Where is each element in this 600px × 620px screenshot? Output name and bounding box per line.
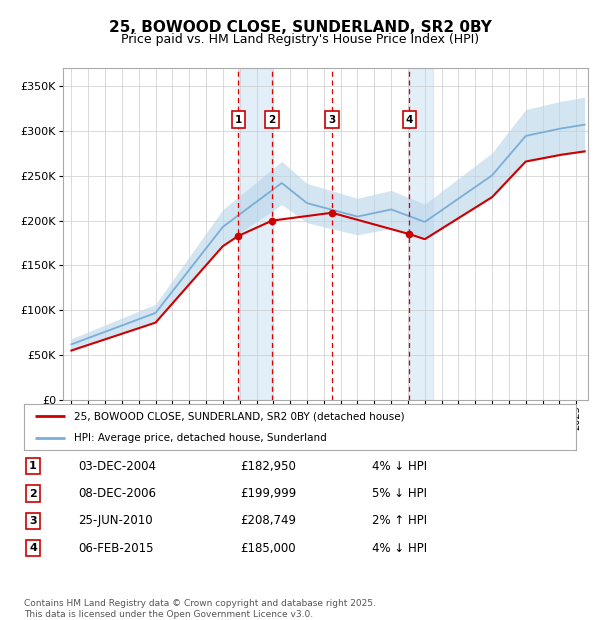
Text: 3: 3 [328,115,335,125]
Text: £199,999: £199,999 [240,487,296,500]
Text: 4: 4 [406,115,413,125]
Text: £182,950: £182,950 [240,460,296,472]
Text: 1: 1 [235,115,242,125]
Text: 06-FEB-2015: 06-FEB-2015 [78,542,154,554]
Text: 25, BOWOOD CLOSE, SUNDERLAND, SR2 0BY (detached house): 25, BOWOOD CLOSE, SUNDERLAND, SR2 0BY (d… [74,412,404,422]
Bar [409,68,433,400]
Text: Price paid vs. HM Land Registry's House Price Index (HPI): Price paid vs. HM Land Registry's House … [121,33,479,46]
Text: £208,749: £208,749 [240,515,296,527]
Text: 4% ↓ HPI: 4% ↓ HPI [372,542,427,554]
Text: 5% ↓ HPI: 5% ↓ HPI [372,487,427,500]
Text: 25, BOWOOD CLOSE, SUNDERLAND, SR2 0BY: 25, BOWOOD CLOSE, SUNDERLAND, SR2 0BY [109,20,491,35]
Text: HPI: Average price, detached house, Sunderland: HPI: Average price, detached house, Sund… [74,433,326,443]
Text: 08-DEC-2006: 08-DEC-2006 [78,487,156,500]
Text: Contains HM Land Registry data © Crown copyright and database right 2025.
This d: Contains HM Land Registry data © Crown c… [24,600,376,619]
Text: 2: 2 [29,489,37,498]
Text: 4% ↓ HPI: 4% ↓ HPI [372,460,427,472]
Text: 2: 2 [269,115,276,125]
Text: 03-DEC-2004: 03-DEC-2004 [78,460,156,472]
Text: 25-JUN-2010: 25-JUN-2010 [78,515,152,527]
Text: 2% ↑ HPI: 2% ↑ HPI [372,515,427,527]
Bar [238,68,272,400]
Text: £185,000: £185,000 [240,542,296,554]
Text: 3: 3 [29,516,37,526]
Text: 1: 1 [29,461,37,471]
Text: 4: 4 [29,543,37,553]
